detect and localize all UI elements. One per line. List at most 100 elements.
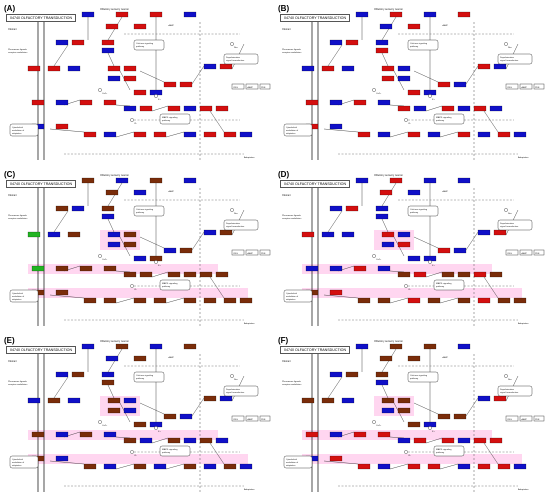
gene-node: [345, 371, 359, 378]
pathway-arrow: [439, 463, 459, 470]
depolarization-label: signal transduction: [226, 59, 245, 62]
highlight-band: [302, 430, 492, 440]
pathway-arrow: [209, 110, 225, 133]
ligand-label: Odorant: [282, 28, 291, 31]
pheromone-label: receptor modulators: [282, 217, 302, 220]
mapk-pathway-label: MAPK signaling: [436, 448, 452, 451]
ion-label: K+: [158, 265, 161, 267]
mapk-pathway-label: MAPK signaling: [436, 282, 452, 285]
gene-node: [55, 99, 69, 106]
gene-node: [123, 397, 137, 404]
adaptation-label: Adaptation: [518, 488, 529, 491]
pathway-arrow: [327, 376, 343, 399]
gene-node: [377, 431, 391, 438]
gene-node: [31, 265, 45, 272]
pathway-box: [9, 455, 39, 469]
ion-label: Cl-: [134, 123, 137, 125]
gene-node: [457, 463, 471, 470]
output-box: [533, 415, 545, 422]
adaptation-pathway-label: adaptation: [12, 298, 21, 301]
gene-node: [381, 241, 395, 248]
gene-node: [329, 123, 343, 130]
gene-node: [477, 463, 491, 470]
gene-node: [397, 407, 411, 414]
pathway-arrow: [53, 210, 69, 233]
gene-node: [441, 437, 455, 444]
gene-node: [453, 81, 467, 88]
output-box: [533, 83, 545, 90]
pheromone-label: Pheromone ligands: [8, 48, 28, 51]
pathway-box: [497, 219, 533, 231]
gene-node: [397, 271, 411, 278]
gene-node: [215, 271, 229, 278]
gene-node: [329, 99, 343, 106]
pathway-box: [497, 385, 533, 397]
pathway-arrow: [323, 128, 359, 133]
pathway-title: 04740 OLFACTORY TRANSDUCTION: [6, 346, 77, 354]
gene-node: [133, 89, 147, 96]
gene-node: [329, 371, 343, 378]
output-box: [505, 249, 519, 256]
gene-node: [397, 437, 411, 444]
gene-node: [457, 297, 471, 304]
pathway-arrow: [389, 131, 409, 138]
mapk-pathway-label: pathway: [436, 119, 445, 122]
gene-node: [103, 131, 117, 138]
gene-node: [353, 265, 367, 272]
depolarization-label: Depolarization: [500, 222, 515, 225]
ion-label: K+: [432, 265, 435, 267]
gene-node: [133, 23, 147, 30]
ion-label: Cl-: [134, 289, 137, 291]
pathway-arrow: [49, 294, 85, 299]
gene-node: [375, 47, 389, 54]
pathway-box: [433, 113, 465, 125]
gene-node: [375, 379, 389, 386]
gene-node: [329, 455, 343, 462]
pathway-title: 04740 OLFACTORY TRANSDUCTION: [280, 180, 351, 188]
mapk-pathway-label: MAPK signaling: [162, 116, 178, 119]
output-label: CNG: [507, 87, 512, 89]
gene-node: [203, 63, 217, 70]
ion-label: Na+: [234, 47, 239, 49]
output-box: [231, 83, 245, 90]
gene-node: [183, 297, 197, 304]
gene-node: [115, 343, 129, 350]
adaptation-pathway-label: adaptation: [12, 132, 21, 135]
gene-node: [103, 99, 117, 106]
compound-node: [98, 420, 102, 424]
output-label: CNG: [233, 87, 238, 89]
gene-node: [153, 297, 167, 304]
adaptation-label: Adaptation: [518, 156, 529, 159]
gene-node: [123, 75, 137, 82]
gene-node: [219, 63, 233, 70]
gene-node: [397, 241, 411, 248]
gene-node: [375, 205, 389, 212]
ion-label: K+: [158, 431, 161, 433]
depolarization-label: Depolarization: [500, 56, 515, 59]
gene-node: [329, 431, 343, 438]
gene-node: [79, 265, 93, 272]
pathway-box: [283, 455, 313, 469]
pathway-arrow: [381, 218, 389, 233]
gene-node: [107, 65, 121, 72]
ion-label: Cl-: [408, 455, 411, 457]
compound-node: [372, 420, 376, 424]
pathway-arrow: [115, 104, 131, 107]
gene-node: [101, 47, 115, 54]
gene-node: [457, 105, 471, 112]
gene-node: [457, 177, 471, 184]
pathway-arrow: [139, 236, 165, 249]
gene-node: [345, 39, 359, 46]
pathway-arrow: [463, 397, 479, 420]
gene-node: [341, 65, 355, 72]
gene-node: [477, 297, 491, 304]
calcium-pathway-label: Calcium signaling: [410, 43, 428, 45]
panel-f: Olfactory sensory neuron Odorant Pheromone…: [278, 336, 546, 494]
gene-node: [377, 297, 391, 304]
gene-node: [67, 397, 81, 404]
panel-label: (B): [278, 4, 290, 13]
gene-node: [133, 463, 147, 470]
pathway-arrow: [327, 210, 343, 233]
gene-node: [377, 265, 391, 272]
compound-node: [404, 284, 408, 288]
